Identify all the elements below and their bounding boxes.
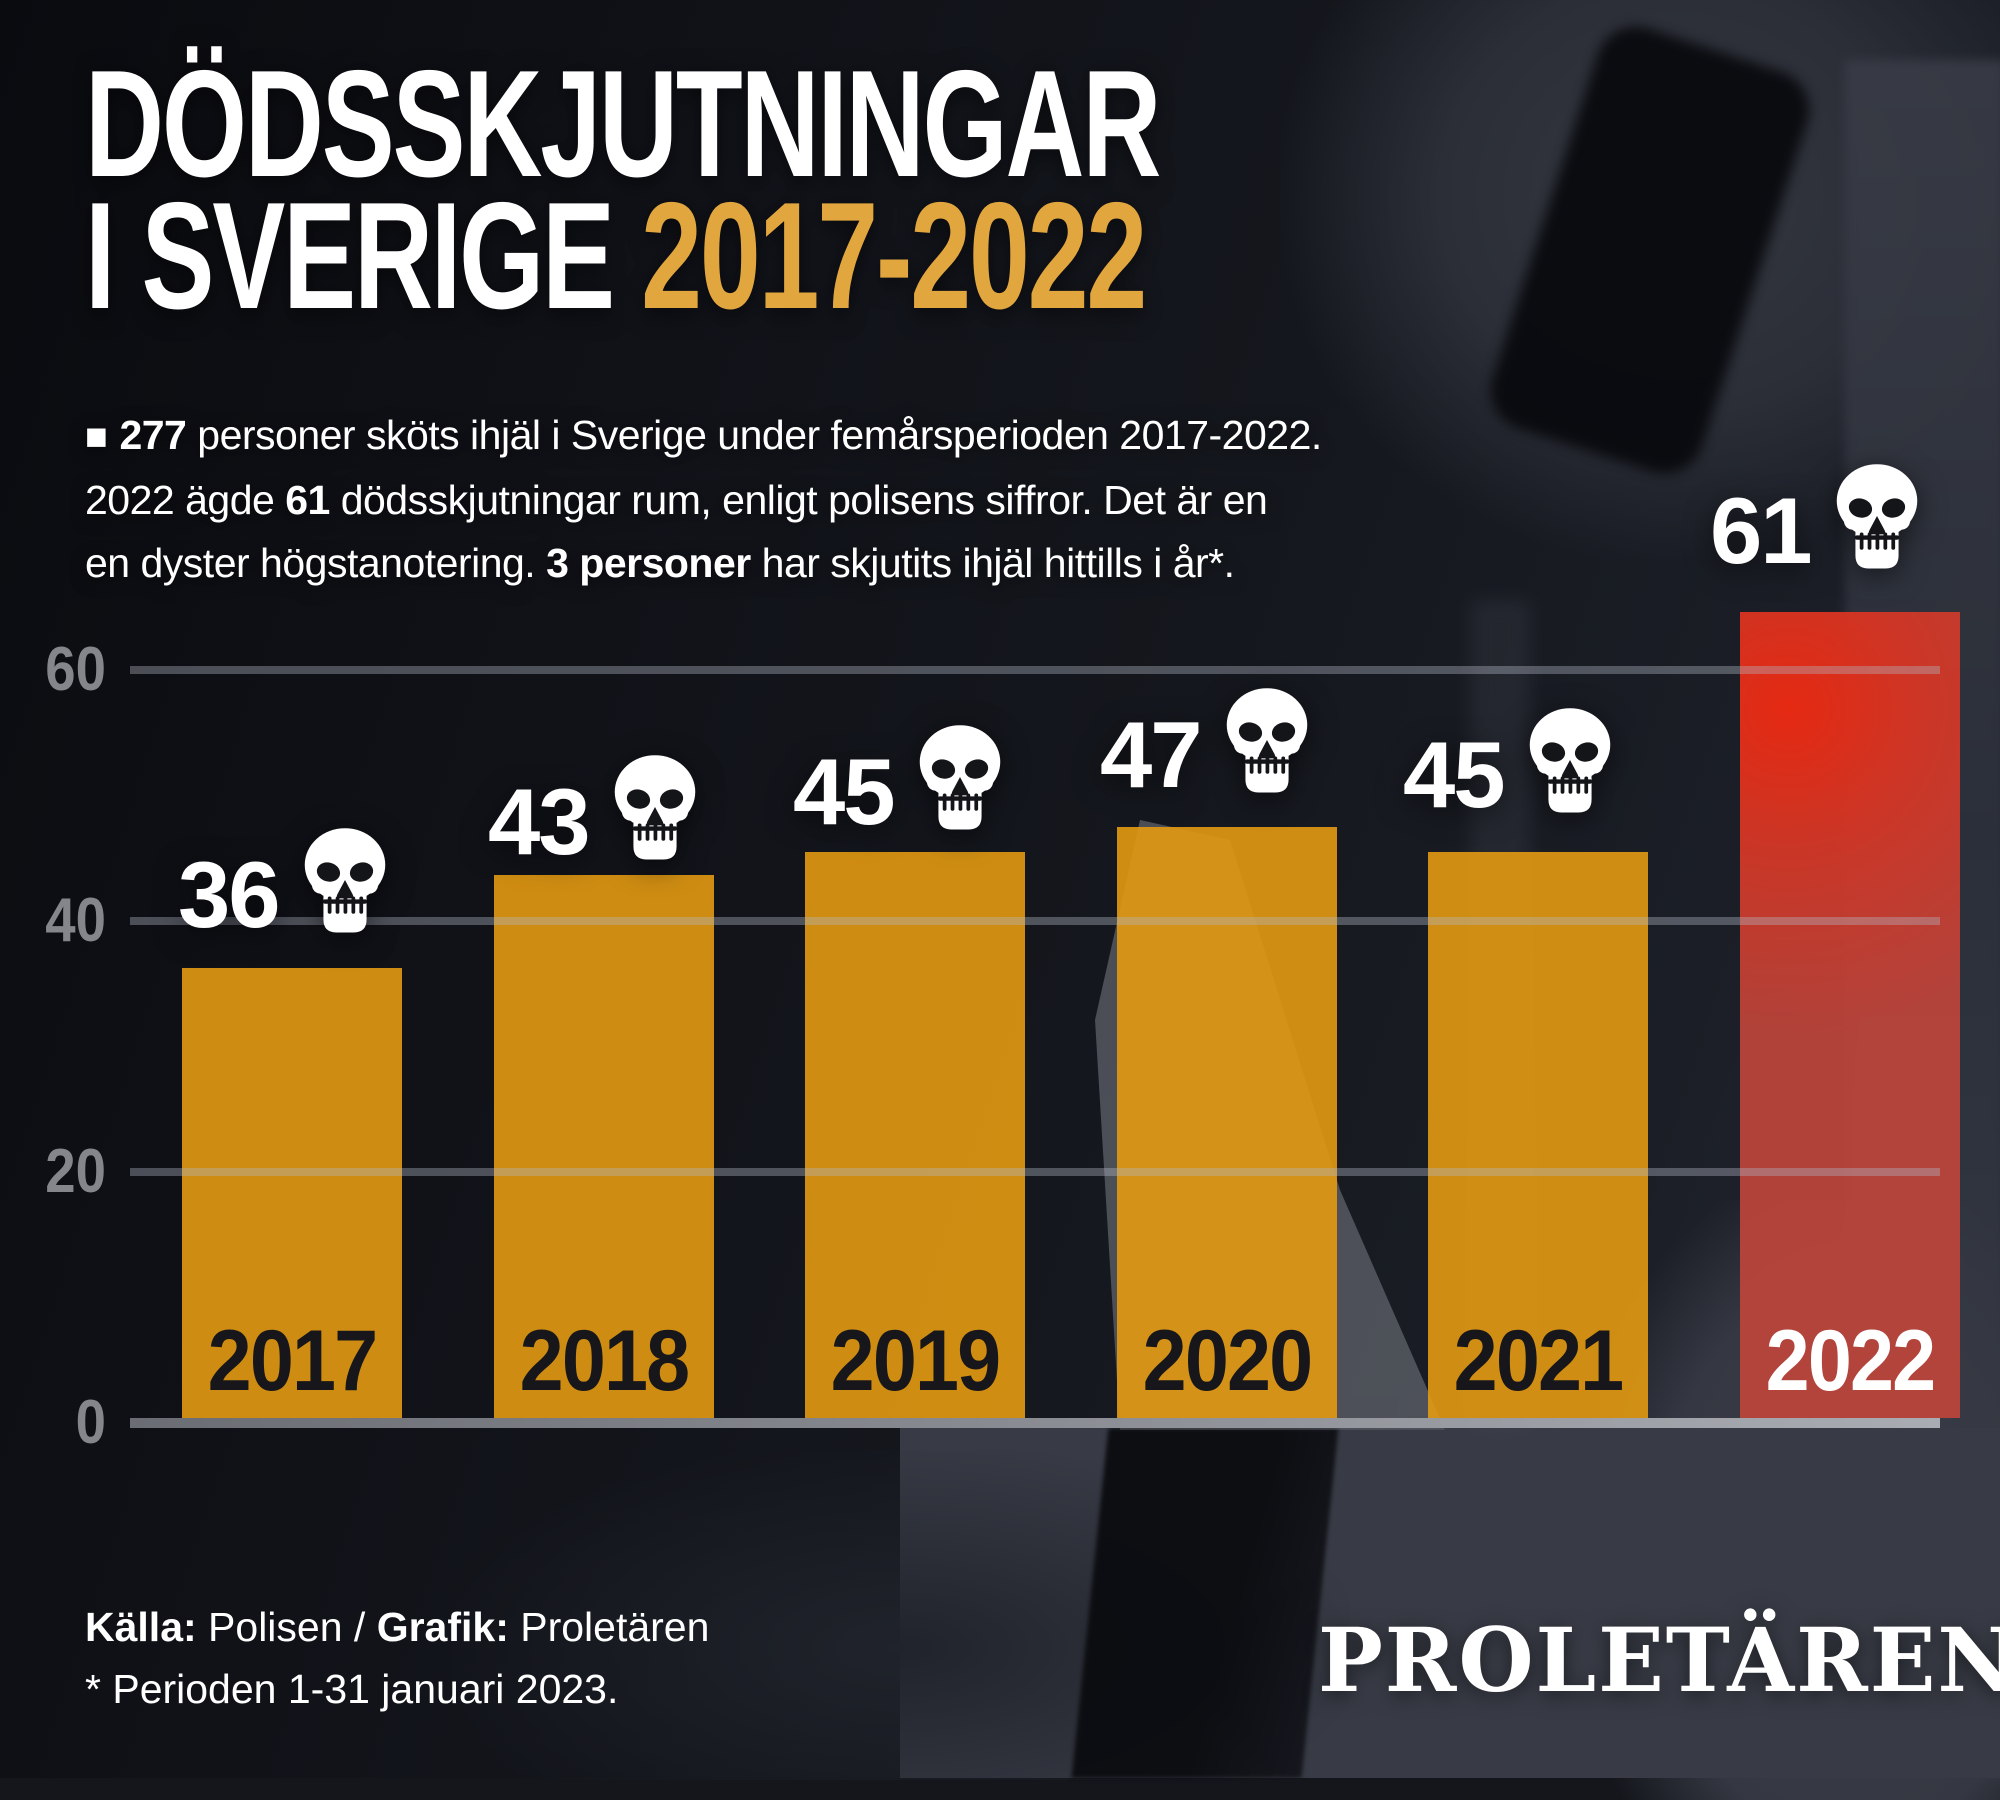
page-title-line2-white: I SVERIGE bbox=[85, 171, 642, 341]
skull-icon bbox=[1831, 462, 1923, 580]
value-number: 47 bbox=[1100, 702, 1203, 807]
intro-line-1-text: personer sköts ihjäl i Sverige under fem… bbox=[186, 412, 1322, 458]
bar-year-label: 2017 bbox=[207, 1313, 379, 1409]
gridline-40 bbox=[130, 917, 1940, 925]
intro-line-2-text: dödsskjutningar rum, enligt polisens sif… bbox=[329, 477, 1268, 523]
gridline-60 bbox=[130, 666, 1940, 674]
page-title-line2-accent: 2017-2022 bbox=[641, 171, 1147, 341]
skull-icon bbox=[1221, 686, 1313, 804]
y-tick-40: 40 bbox=[45, 886, 106, 955]
intro-line-3: en dyster högstanotering. 3 personer har… bbox=[85, 532, 1322, 595]
square-bullet-icon: ■ bbox=[85, 416, 108, 458]
intro-line-2-pre: 2022 ägde bbox=[85, 477, 286, 523]
value-number: 45 bbox=[793, 739, 896, 844]
proletaren-logo: PROLETÄREN bbox=[1318, 1608, 2000, 1712]
background-gun-magazine-shape bbox=[1071, 1428, 1339, 1778]
intro-line-3-text: har skjutits ihjäl hittills i år*. bbox=[750, 540, 1235, 586]
skull-icon bbox=[914, 723, 1006, 841]
page-title-line2: I SVERIGE 2017-2022 bbox=[85, 180, 1159, 332]
source-label: Källa: bbox=[85, 1604, 197, 1650]
bar-2017: 2017 bbox=[182, 968, 402, 1418]
bar-2018: 2018 bbox=[494, 875, 714, 1418]
intro-line-3-pre: en dyster högstanotering. bbox=[85, 540, 547, 586]
value-label-2021: 45 bbox=[1403, 728, 1616, 824]
bar-2021: 2021 bbox=[1428, 852, 1648, 1418]
value-label-2022: 61 bbox=[1710, 484, 1923, 580]
bar-year-label: 2019 bbox=[830, 1313, 1002, 1409]
footnote: * Perioden 1-31 januari 2023. bbox=[85, 1666, 619, 1712]
y-tick-0: 0 bbox=[75, 1388, 106, 1457]
value-number: 61 bbox=[1710, 478, 1813, 583]
intro-paragraph: ■ 277 personer sköts ihjäl i Sverige unde… bbox=[85, 404, 1322, 595]
graphic-label: Grafik: bbox=[376, 1604, 509, 1650]
value-number: 45 bbox=[1403, 722, 1506, 827]
source-value: Polisen / bbox=[196, 1604, 377, 1650]
value-label-2017: 36 bbox=[178, 848, 391, 944]
y-tick-20: 20 bbox=[45, 1137, 106, 1206]
skull-icon bbox=[1524, 706, 1616, 824]
bar-year-label: 2022 bbox=[1765, 1313, 1937, 1409]
value-label-2018: 43 bbox=[488, 775, 701, 871]
intro-line-2: 2022 ägde 61 dödsskjutningar rum, enligt… bbox=[85, 469, 1322, 532]
x-axis-baseline bbox=[130, 1418, 1940, 1428]
value-label-2019: 45 bbox=[793, 745, 1006, 841]
page-title: DÖDSSKJUTNINGAR I SVERIGE 2017-2022 bbox=[85, 39, 1161, 332]
intro-2023-count: 3 personer bbox=[546, 540, 751, 586]
bar-2019: 2019 bbox=[805, 852, 1025, 1418]
bar-2020: 2020 bbox=[1117, 827, 1337, 1418]
bar-year-label: 2020 bbox=[1142, 1313, 1314, 1409]
source-credit-line: Källa: Polisen / Grafik: Proletären bbox=[85, 1596, 709, 1658]
page-title-line1: DÖDSSKJUTNINGAR bbox=[85, 39, 1161, 209]
value-number: 43 bbox=[488, 769, 591, 874]
gridline-20 bbox=[130, 1168, 1940, 1176]
skull-icon bbox=[299, 826, 391, 944]
bar-year-label: 2018 bbox=[519, 1313, 691, 1409]
y-tick-60: 60 bbox=[45, 635, 106, 704]
intro-2022-count: 61 bbox=[285, 477, 330, 523]
value-label-2020: 47 bbox=[1100, 708, 1313, 804]
footer: Källa: Polisen / Grafik: Proletären * Pe… bbox=[85, 1596, 709, 1720]
value-number: 36 bbox=[178, 842, 281, 947]
intro-line-1: ■ 277 personer sköts ihjäl i Sverige unde… bbox=[85, 404, 1322, 469]
bar-2022: 2022 bbox=[1740, 612, 1960, 1418]
bar-year-label: 2021 bbox=[1453, 1313, 1625, 1409]
skull-icon bbox=[609, 753, 701, 871]
graphic-value: Proletären bbox=[508, 1604, 710, 1650]
intro-total-count: 277 bbox=[119, 412, 187, 458]
